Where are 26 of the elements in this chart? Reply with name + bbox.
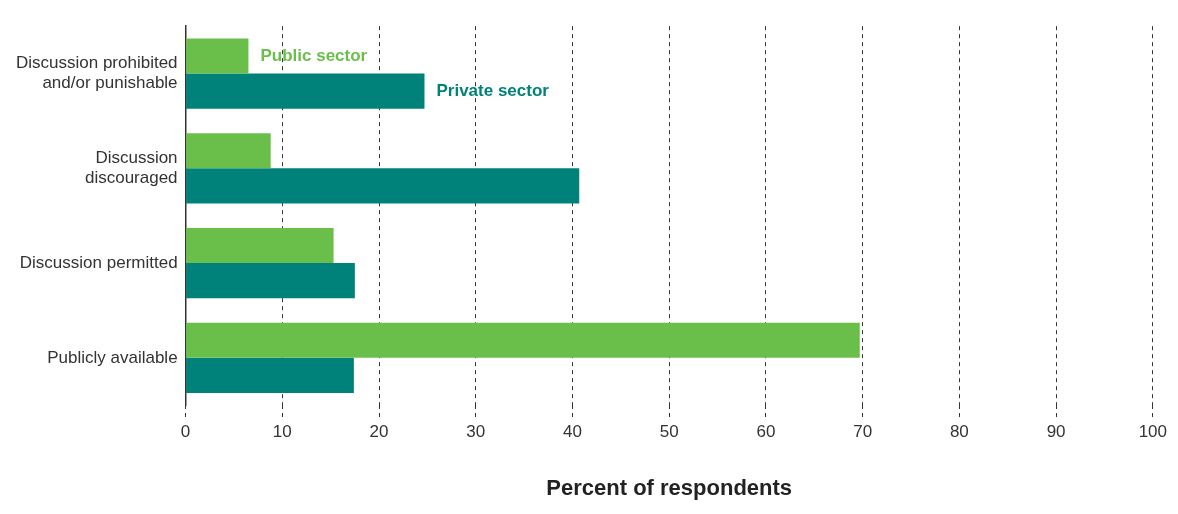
x-tick-label: 40: [563, 422, 582, 442]
y-tick-label: Discussion permitted: [19, 252, 178, 272]
x-tick-label: 20: [369, 422, 389, 442]
y-tick-label: Publicly available: [47, 347, 178, 367]
series-label: Private sector: [436, 80, 550, 100]
x-tick-label: 10: [272, 422, 292, 442]
x-tick-label: 80: [949, 422, 969, 442]
bar: [186, 357, 354, 393]
bar: [186, 38, 249, 74]
bar: [186, 263, 355, 299]
bar: [186, 322, 860, 358]
x-tick-label: 0: [180, 422, 191, 442]
bar: [186, 133, 271, 169]
series-label: Public sector: [260, 45, 368, 65]
bar: [186, 228, 334, 264]
x-tick-label: 60: [756, 422, 776, 442]
bar: [186, 73, 425, 109]
y-tick-label: Discussion discouraged: [84, 147, 178, 188]
x-tick-label: 50: [659, 422, 679, 442]
x-axis-title: Percent of respondents: [546, 474, 793, 500]
x-tick-label: 70: [853, 422, 873, 442]
x-tick-label: 100: [1138, 422, 1168, 442]
x-tick-label: 90: [1046, 422, 1066, 442]
bar: [186, 168, 580, 204]
y-tick-label: Discussion prohibited and/or punishable: [15, 53, 178, 93]
x-tick-label: 30: [466, 422, 486, 442]
